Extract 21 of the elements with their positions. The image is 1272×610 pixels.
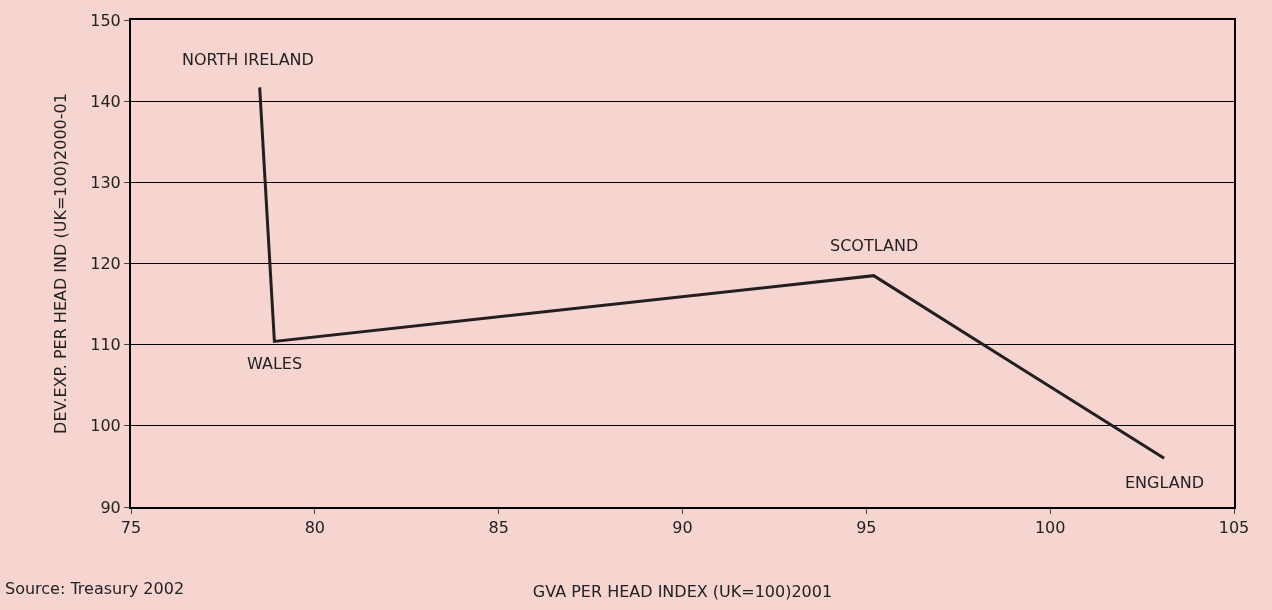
annotation: WALES [247,354,303,373]
x-tick-label: 85 [488,518,509,538]
y-tick-label: 150 [90,10,121,30]
y-tick-label: 110 [90,335,121,355]
x-tick-label: 90 [672,518,693,538]
x-tick-label: 105 [1218,518,1250,538]
annotation: SCOTLAND [830,236,919,255]
x-axis-title: GVA PER HEAD INDEX (UK=100)2001 [532,582,833,602]
annotation: NORTH IRELAND [182,50,314,69]
y-tick-label: 90 [100,497,121,517]
annotation: ENGLAND [1125,473,1204,492]
x-tick-label: 75 [120,518,142,538]
x-tick-label: 95 [856,518,877,538]
y-tick-label: 100 [90,416,121,436]
y-axis-title: DEV.EXP. PER HEAD IND (UK=100)2000-01 [50,93,70,434]
y-tick-label: 140 [90,91,121,111]
y-tick-label: 130 [90,172,121,192]
source-note: Source: Treasury 2002 [5,579,185,598]
x-tick-label: 100 [1034,518,1066,538]
x-tick-label: 80 [304,518,326,538]
y-tick-label: 120 [90,254,121,274]
